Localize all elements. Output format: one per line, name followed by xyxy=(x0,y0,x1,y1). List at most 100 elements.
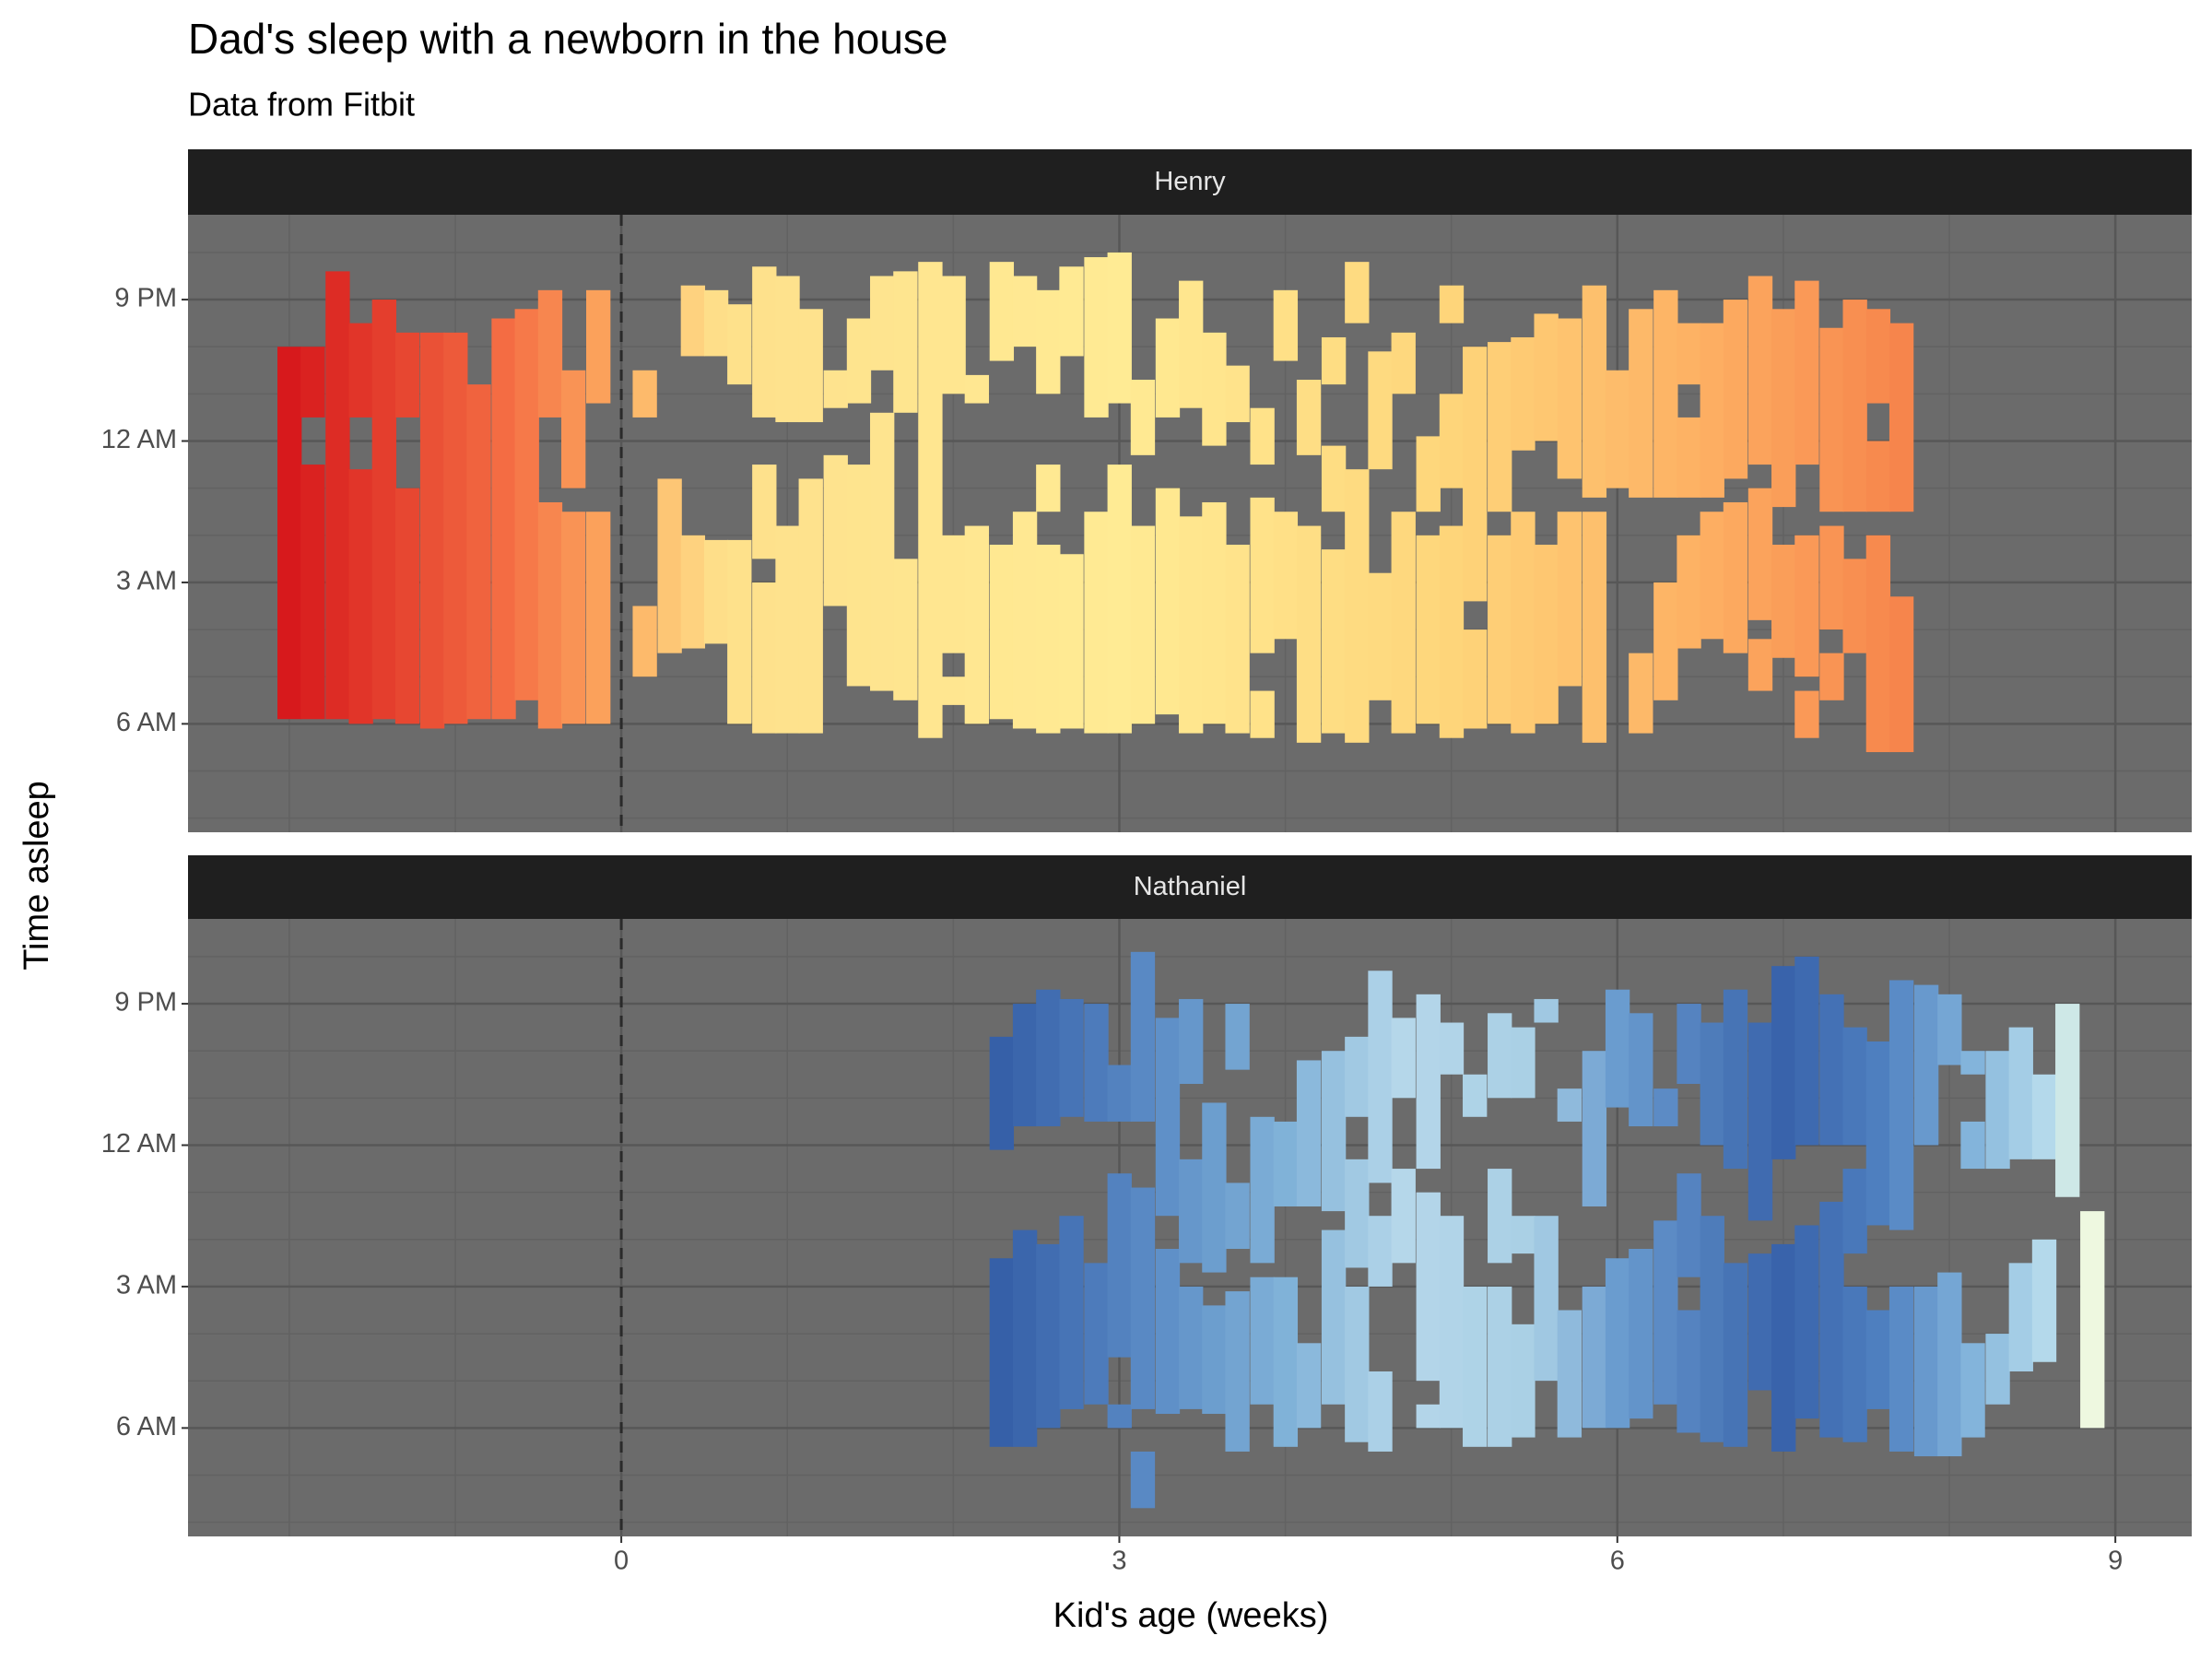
sleep-tile xyxy=(1155,1018,1181,1217)
sleep-tile xyxy=(1345,469,1370,743)
sleep-tile xyxy=(300,465,325,720)
sleep-tile xyxy=(1107,1404,1132,1429)
sleep-tile xyxy=(1534,1216,1559,1382)
sleep-tile xyxy=(1107,1065,1132,1122)
sleep-tile xyxy=(1700,512,1724,640)
sleep-tile xyxy=(1084,257,1109,418)
sleep-tile xyxy=(1819,994,1844,1146)
sleep-tile xyxy=(1463,1286,1488,1447)
facet-strip xyxy=(188,149,2192,215)
sleep-tile xyxy=(1865,309,1891,404)
sleep-tile xyxy=(1605,1258,1630,1429)
sleep-tile xyxy=(798,478,823,734)
sleep-tile xyxy=(752,582,777,734)
sleep-tile xyxy=(1511,512,1535,734)
sleep-tile xyxy=(941,677,966,705)
sleep-tile xyxy=(1296,525,1322,743)
sleep-tile xyxy=(394,332,420,418)
sleep-tile xyxy=(1107,252,1132,404)
sleep-tile xyxy=(1700,1216,1724,1442)
sleep-tile xyxy=(1557,512,1583,687)
sleep-tile xyxy=(1202,501,1227,724)
sleep-tile xyxy=(1321,1230,1347,1405)
sleep-tile xyxy=(1511,1324,1535,1438)
sleep-tile xyxy=(1368,351,1393,470)
sleep-tile xyxy=(870,276,895,371)
sleep-tile xyxy=(1012,1230,1038,1447)
sleep-tile xyxy=(1416,535,1441,724)
x-tick-label: 3 xyxy=(1112,1547,1126,1576)
sleep-tile xyxy=(2031,1074,2057,1159)
sleep-tile xyxy=(514,309,539,700)
sleep-tile xyxy=(1677,1310,1701,1433)
sleep-tile xyxy=(1130,380,1156,455)
sleep-tile xyxy=(1321,1051,1347,1212)
sleep-tile xyxy=(918,262,943,738)
sleep-tile xyxy=(893,559,918,700)
sleep-tile xyxy=(1439,1022,1465,1075)
sleep-tile xyxy=(1629,1249,1653,1419)
sleep-tile xyxy=(1391,1018,1416,1099)
sleep-tile xyxy=(1747,639,1773,691)
sleep-tile xyxy=(1888,596,1914,753)
sleep-tile xyxy=(1888,1286,1914,1452)
sleep-tile xyxy=(1629,309,1653,498)
sleep-tile xyxy=(752,465,777,559)
sleep-tile xyxy=(1225,1291,1250,1452)
sleep-tile xyxy=(300,347,325,418)
sleep-tile xyxy=(561,370,586,488)
sleep-tile xyxy=(1582,285,1607,498)
sleep-tile xyxy=(537,289,563,418)
y-tick-label: 3 AM xyxy=(116,1271,177,1300)
sleep-tile xyxy=(466,384,491,720)
sleep-tile xyxy=(1345,1159,1370,1268)
sleep-tile xyxy=(1653,582,1678,700)
sleep-tile xyxy=(1488,342,1512,512)
sleep-tile xyxy=(1771,309,1796,508)
sleep-tile xyxy=(823,454,848,606)
sleep-tile xyxy=(1700,1022,1724,1146)
sleep-tile xyxy=(491,318,516,720)
sleep-tile xyxy=(1179,1286,1204,1409)
sleep-tile xyxy=(1842,1027,1867,1146)
sleep-tile xyxy=(1913,984,1939,1146)
sleep-tile xyxy=(1391,332,1416,394)
sleep-tile xyxy=(1794,1225,1819,1419)
sleep-tile xyxy=(1296,380,1322,455)
sleep-tile xyxy=(703,289,729,357)
y-tick-label: 6 AM xyxy=(116,1412,177,1441)
sleep-tile xyxy=(1155,1249,1181,1415)
sleep-tile xyxy=(989,262,1015,361)
sleep-tile xyxy=(1677,323,1701,385)
sleep-tile xyxy=(348,469,373,724)
sleep-tile xyxy=(680,285,706,357)
sleep-tile xyxy=(703,539,729,644)
sleep-tile xyxy=(1225,365,1250,423)
sleep-tile xyxy=(1771,966,1796,1159)
sleep-tile xyxy=(1582,1286,1607,1429)
sleep-tile xyxy=(1391,1169,1416,1264)
sleep-tile xyxy=(1155,318,1181,418)
sleep-tile xyxy=(846,318,872,404)
sleep-tile xyxy=(1059,554,1084,729)
sleep-tile xyxy=(1059,266,1084,357)
sleep-tile xyxy=(1960,1051,1985,1075)
sleep-tile xyxy=(1582,1051,1607,1206)
sleep-tile xyxy=(1888,323,1914,512)
sleep-tile xyxy=(1985,1051,2010,1170)
sleep-tile xyxy=(1345,1286,1370,1442)
sleep-tile xyxy=(1416,436,1441,512)
sleep-tile xyxy=(1036,465,1061,512)
sleep-tile xyxy=(657,478,682,653)
sleep-tile xyxy=(680,535,706,649)
sleep-tile xyxy=(1155,488,1181,715)
sleep-tile xyxy=(752,266,777,418)
sleep-tile xyxy=(1488,1169,1512,1264)
sleep-tile xyxy=(1723,1263,1748,1447)
sleep-tile xyxy=(1888,980,1914,1230)
sleep-tile xyxy=(1084,1263,1109,1405)
sleep-tile xyxy=(348,323,373,418)
sleep-tile xyxy=(1225,1182,1250,1250)
sleep-tile xyxy=(989,1036,1015,1150)
